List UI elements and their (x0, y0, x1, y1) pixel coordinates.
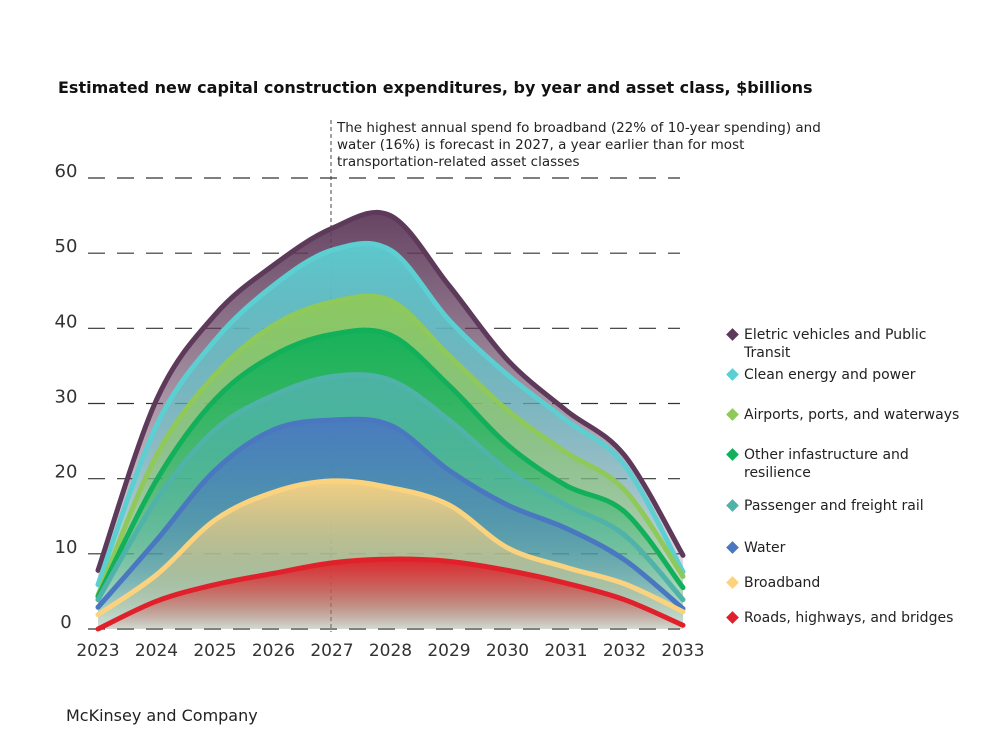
x-tick-label: 2023 (76, 641, 119, 661)
line (95, 478, 686, 618)
line (95, 293, 686, 598)
legend-marker (726, 328, 739, 341)
legend-marker (726, 499, 739, 512)
legend-item: Passenger and freight rail (724, 497, 974, 515)
legend-label: Roads, highways, and bridges (744, 610, 954, 626)
legend-label: Passenger and freight rail (744, 498, 924, 514)
x-tick-label: 2028 (369, 641, 412, 661)
legend-item: Broadband (724, 574, 974, 592)
x-tick-label: 2032 (603, 641, 646, 661)
x-tick-label: 2030 (486, 641, 529, 661)
line (95, 556, 686, 632)
legend-label: Eletric vehicles and Public Transit (744, 327, 927, 361)
legend-marker (726, 368, 739, 381)
legend-item: Roads, highways, and bridges (724, 609, 974, 627)
legend-item: Other infastructure and resilience (724, 446, 974, 482)
annotation: The highest annual spend fo broadband (2… (337, 120, 821, 170)
legend-label: Airports, ports, and waterways (744, 407, 960, 423)
source: McKinsey and Company (66, 706, 258, 725)
legend-marker (726, 576, 739, 589)
x-tick-label: 2031 (544, 641, 587, 661)
x-tick-label: 2026 (252, 641, 295, 661)
x-tick-label: 2025 (193, 641, 236, 661)
legend-marker (726, 611, 739, 624)
y-tick-label: 50 (55, 236, 78, 257)
x-tick-label: 2027 (310, 641, 353, 661)
y-tick-label: 10 (55, 537, 78, 558)
y-tick-label: 60 (55, 161, 78, 182)
legend-marker (726, 541, 739, 554)
y-tick-label: 0 (60, 612, 71, 633)
chart-title: Estimated new capital construction expen… (58, 78, 813, 97)
line (95, 327, 686, 600)
line (95, 372, 686, 603)
legend-label: Broadband (744, 575, 821, 591)
legend-marker (726, 408, 739, 421)
legend-item: Eletric vehicles and Public Transit (724, 326, 974, 362)
legend-item: Airports, ports, and waterways (724, 406, 974, 424)
y-tick-label: 20 (55, 462, 78, 483)
line (95, 209, 686, 573)
line (95, 240, 686, 588)
y-tick-label: 30 (55, 387, 78, 408)
legend-item: Water (724, 539, 974, 557)
x-tick-label: 2033 (661, 641, 704, 661)
x-tick-label: 2024 (135, 641, 178, 661)
x-tick-label: 2029 (427, 641, 470, 661)
legend-label: Water (744, 540, 786, 556)
legend-label: Other infastructure and resilience (744, 447, 909, 481)
y-tick-label: 40 (55, 311, 78, 332)
line (95, 416, 686, 612)
legend-item: Clean energy and power (724, 366, 974, 384)
legend-label: Clean energy and power (744, 367, 916, 383)
legend-marker (726, 448, 739, 461)
